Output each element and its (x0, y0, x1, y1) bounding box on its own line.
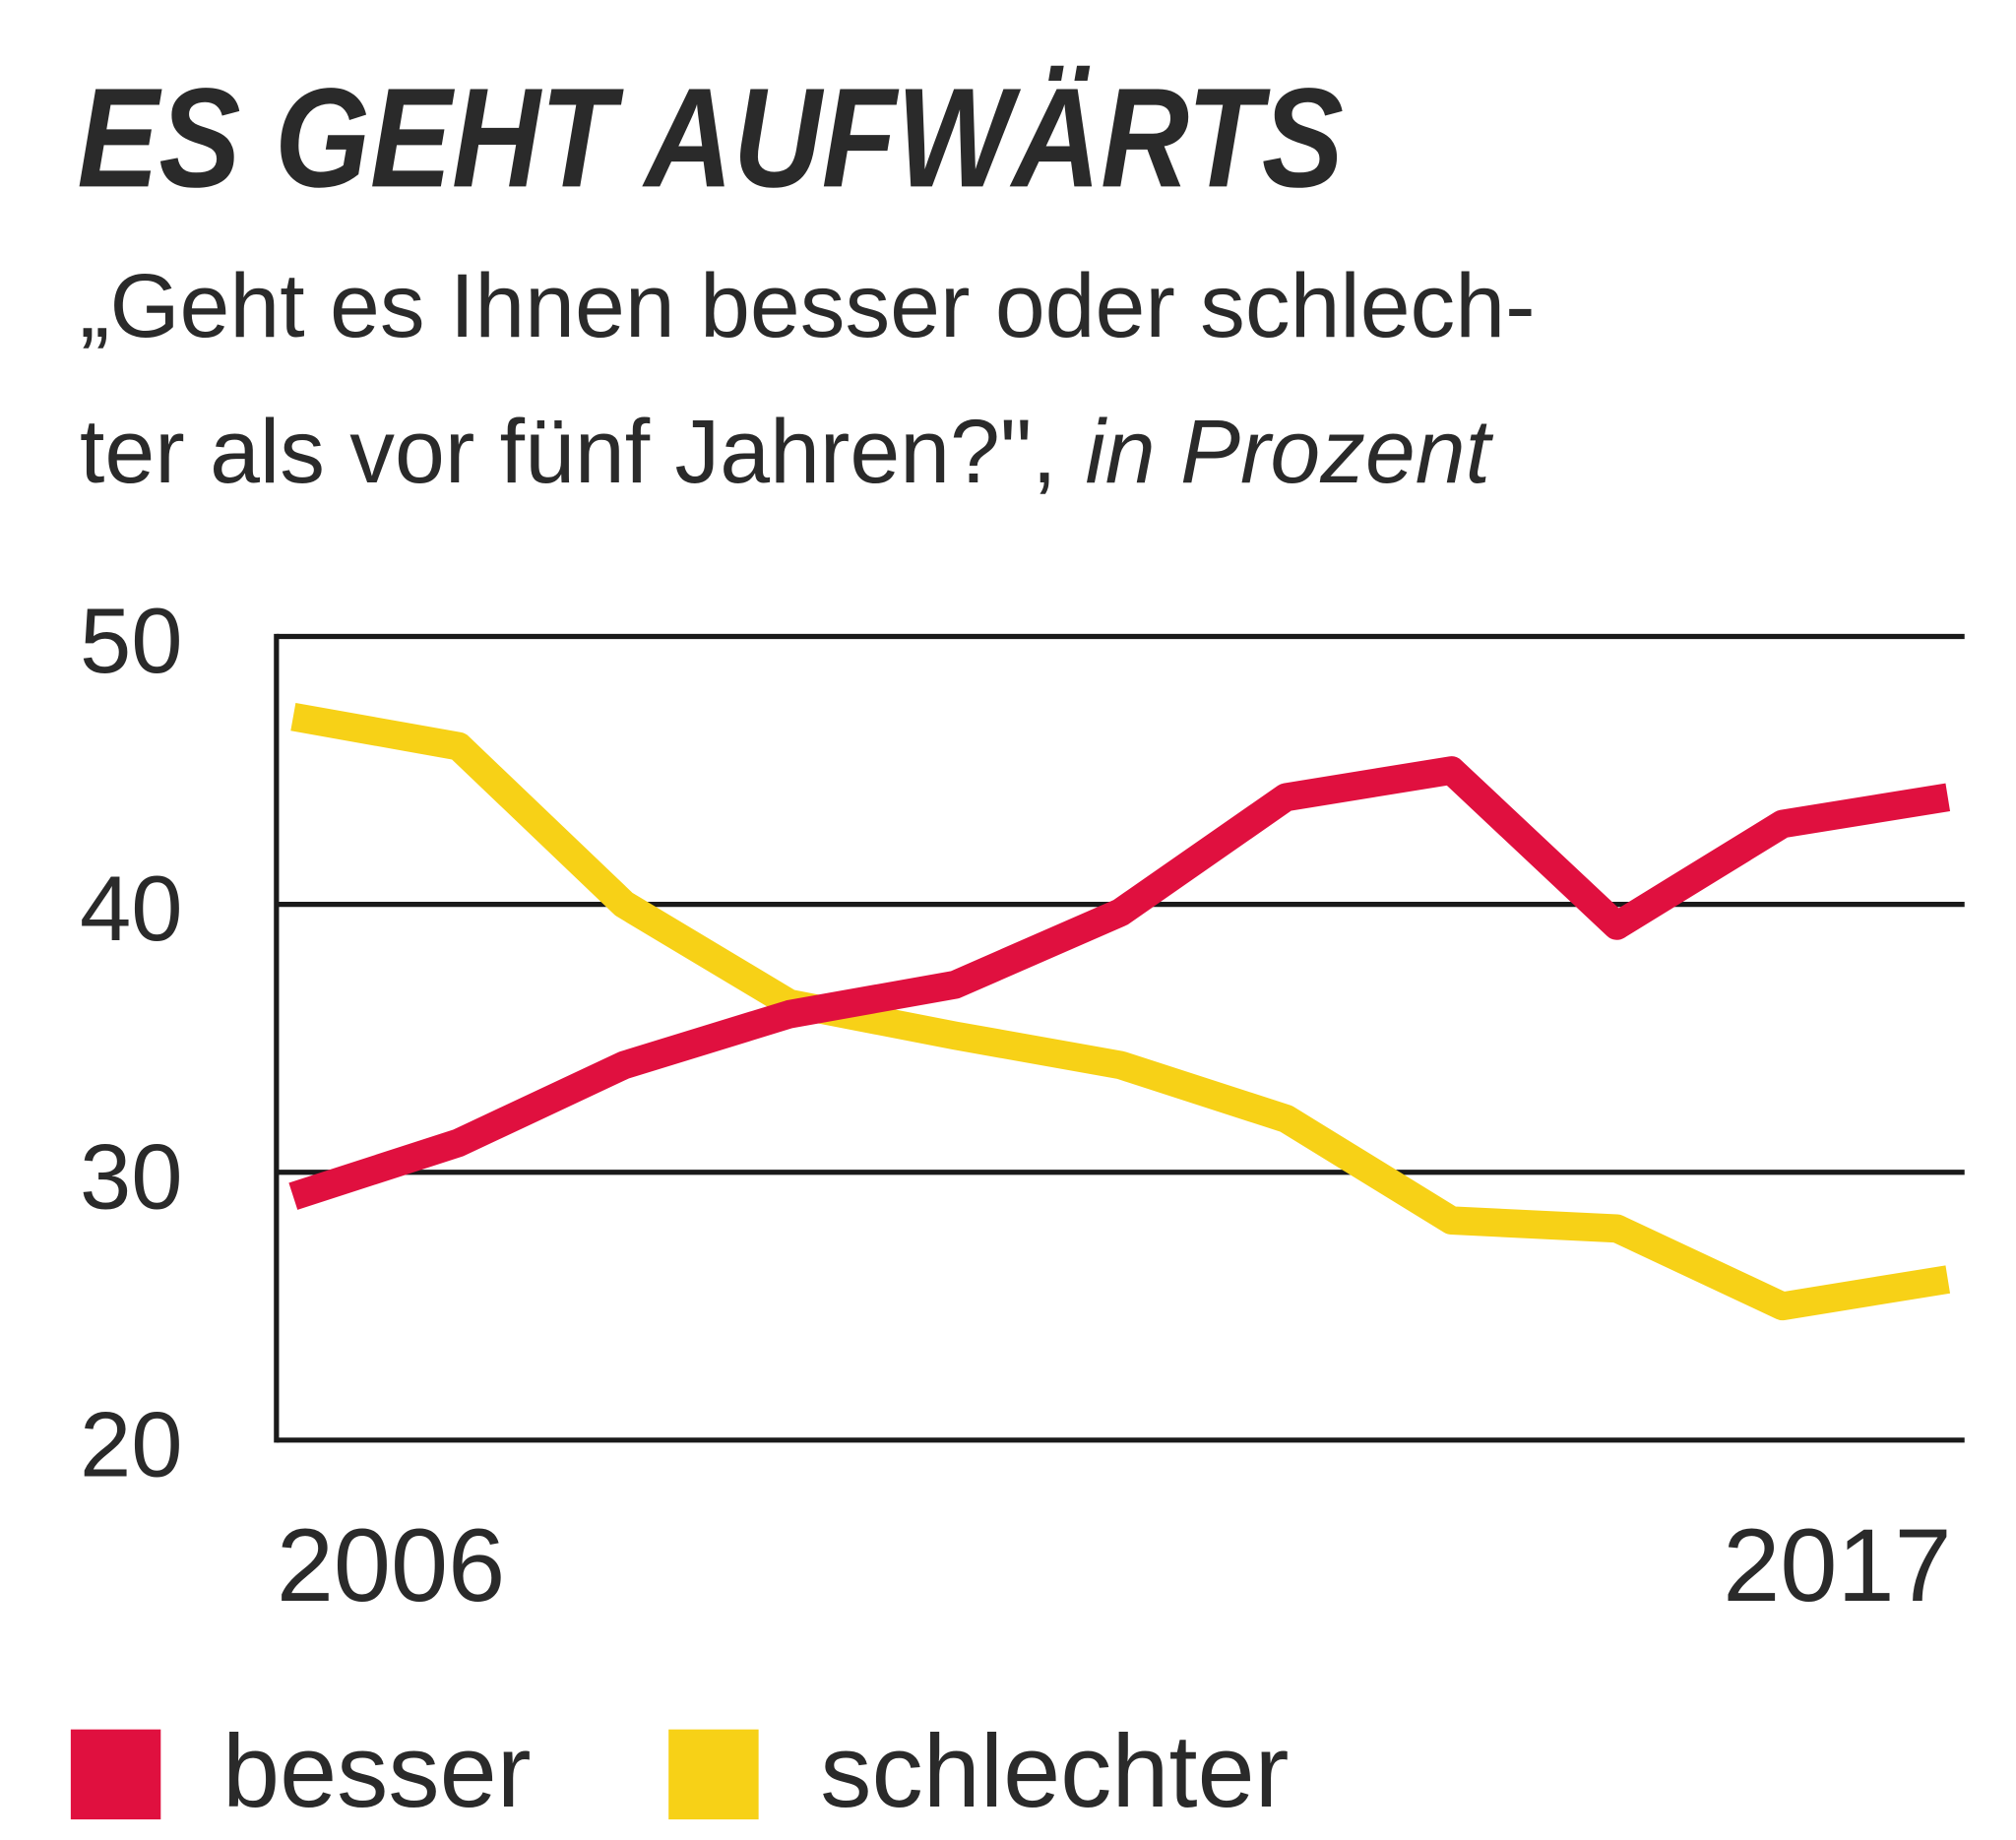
subtitle-line: ter als vor fünf Jahren?", (80, 402, 1057, 502)
legend-swatch (668, 1729, 759, 1820)
legend-swatch (70, 1729, 161, 1820)
x-tick-label: 2006 (277, 1508, 505, 1623)
data-line (290, 702, 1951, 1321)
x-tick-label: 2017 (1723, 1508, 1951, 1623)
legend-label: schlechter (820, 1714, 1289, 1829)
data-line (288, 756, 1951, 1210)
y-tick-label: 40 (80, 857, 183, 960)
unit-label: in Prozent (1085, 402, 1493, 502)
y-tick-label: 20 (80, 1392, 183, 1495)
chart-title: ES GEHT AUFWÄRTS (77, 59, 1343, 217)
y-tick-label: 50 (80, 589, 183, 692)
legend-label: besser (222, 1714, 532, 1829)
subtitle-line: „Geht es Ihnen besser oder schlech- (80, 256, 1536, 356)
y-tick-label: 30 (80, 1124, 183, 1228)
